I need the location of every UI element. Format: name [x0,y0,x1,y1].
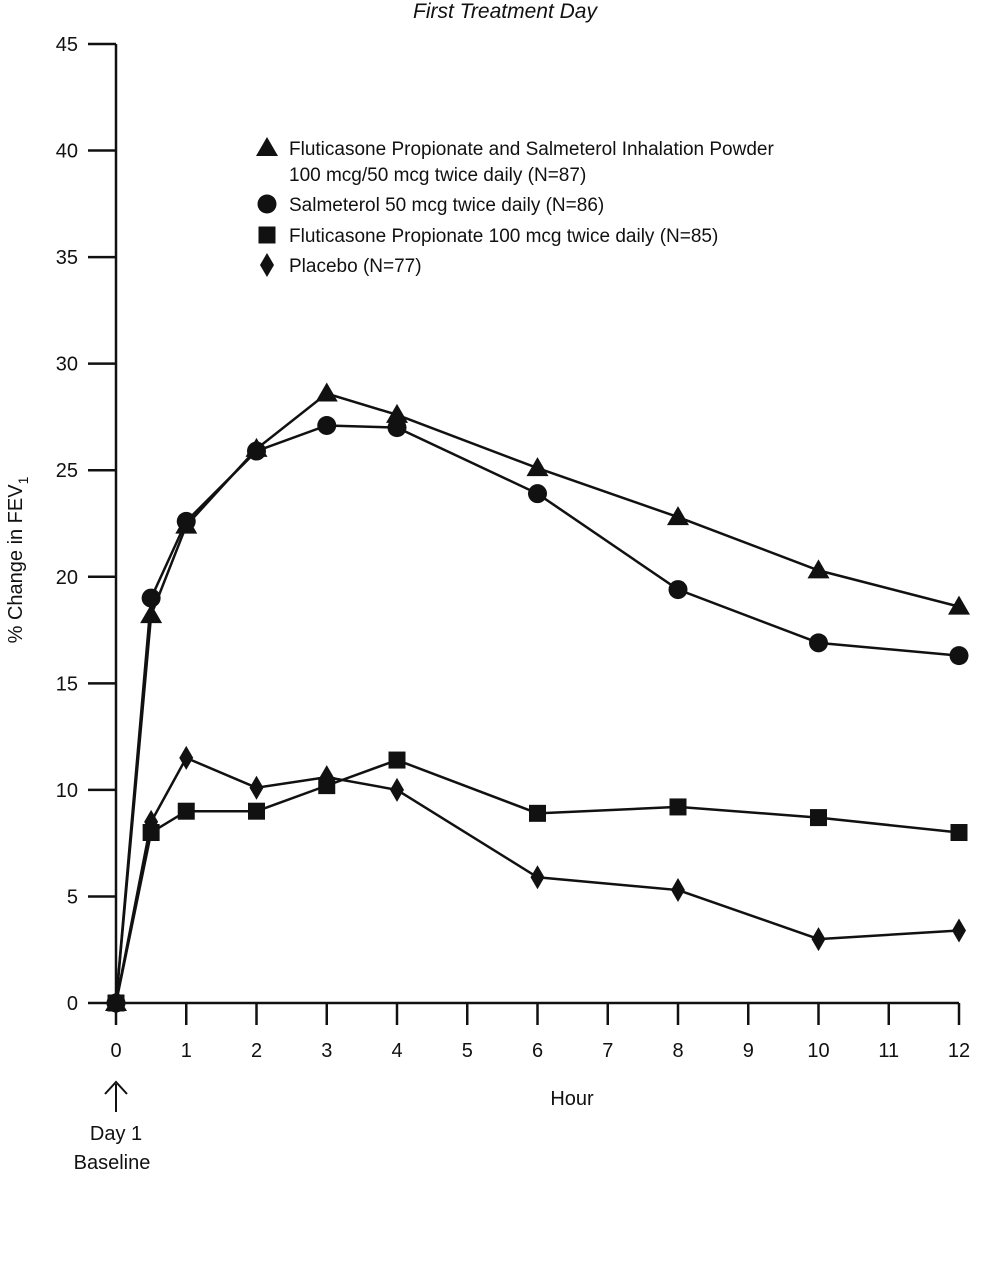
legend-label-line2: 100 mcg/50 mcg twice daily (N=87) [289,165,586,186]
y-tick-label: 20 [56,567,78,589]
x-tick-label: 12 [948,1040,970,1062]
data-point-circle [809,633,828,653]
x-tick-label: 4 [391,1040,402,1062]
data-point-triangle [807,559,830,579]
data-point-square [388,751,406,769]
legend-label: Fluticasone Propionate and Salmeterol In… [289,139,774,160]
data-point-circle [247,441,266,461]
data-point-square [248,802,265,820]
x-tick-label: 6 [532,1040,543,1062]
data-point-diamond [811,927,826,952]
data-point-triangle [315,382,338,402]
x-axis-label: Hour [550,1088,594,1110]
legend-diamond-icon [260,253,274,277]
data-point-circle [668,580,688,600]
chart-title: First Treatment Day [413,0,597,23]
x-tick-label: 7 [602,1040,613,1062]
baseline-arrow-icon [104,1080,128,1095]
x-tick-label: 1 [181,1040,192,1062]
series-line-diamond [114,756,960,1004]
y-tick-label: 30 [56,354,78,376]
series-line-triangle [114,392,960,1004]
series-line-circle [114,424,960,1004]
data-point-diamond [390,777,404,802]
data-point-diamond [249,775,264,800]
legend-square-icon [258,226,276,244]
data-point-square [950,824,968,842]
data-point-square [529,804,546,822]
y-tick-label: 15 [56,673,78,695]
data-point-diamond [144,809,159,834]
data-point-square [177,802,195,820]
data-point-circle [176,511,196,531]
y-tick-label: 0 [67,993,78,1015]
legend-triangle-icon [256,137,278,156]
annotation-baseline: Baseline [74,1152,151,1174]
x-tick-label: 0 [110,1040,121,1062]
legend-circle-icon [257,194,277,214]
data-point-circle [949,646,969,666]
data-point-circle [528,484,547,504]
x-tick-label: 3 [321,1040,332,1062]
data-point-circle [317,415,337,435]
y-tick-label: 5 [67,886,78,908]
data-point-triangle [386,403,408,423]
x-tick-label: 2 [251,1040,262,1062]
y-tick-label: 25 [56,460,78,482]
data-point-square [669,798,687,816]
data-point-diamond [179,745,194,770]
y-tick-label: 35 [56,247,78,269]
annotation-day1: Day 1 [90,1123,142,1145]
legend-label: Fluticasone Propionate 100 mcg twice dai… [289,226,718,247]
y-tick-label: 40 [56,141,78,163]
legend-label: Salmeterol 50 mcg twice daily (N=86) [289,195,604,216]
data-point-square [810,809,827,827]
x-tick-label: 9 [743,1040,754,1062]
y-tick-label: 45 [56,34,78,56]
data-point-diamond [109,991,123,1015]
data-point-circle [141,588,161,608]
data-point-diamond [952,918,966,943]
x-tick-label: 8 [672,1040,683,1062]
data-point-triangle [948,595,970,615]
data-point-diamond [319,765,334,790]
data-point-triangle [667,506,689,526]
data-point-circle [387,418,407,438]
x-tick-label: 5 [462,1040,473,1062]
x-tick-label: 10 [807,1040,829,1062]
data-point-diamond [671,878,685,903]
x-tick-label: 11 [878,1040,899,1062]
series-line-square [114,758,960,1004]
y-axis-label-subscript: 1 [15,476,31,484]
data-point-triangle [526,457,549,477]
data-point-diamond [530,865,545,890]
legend-label: Placebo (N=77) [289,256,422,277]
y-tick-label: 10 [56,780,78,802]
data-point-triangle [140,604,163,624]
y-axis-label: % Change in FEV1 [5,476,31,643]
